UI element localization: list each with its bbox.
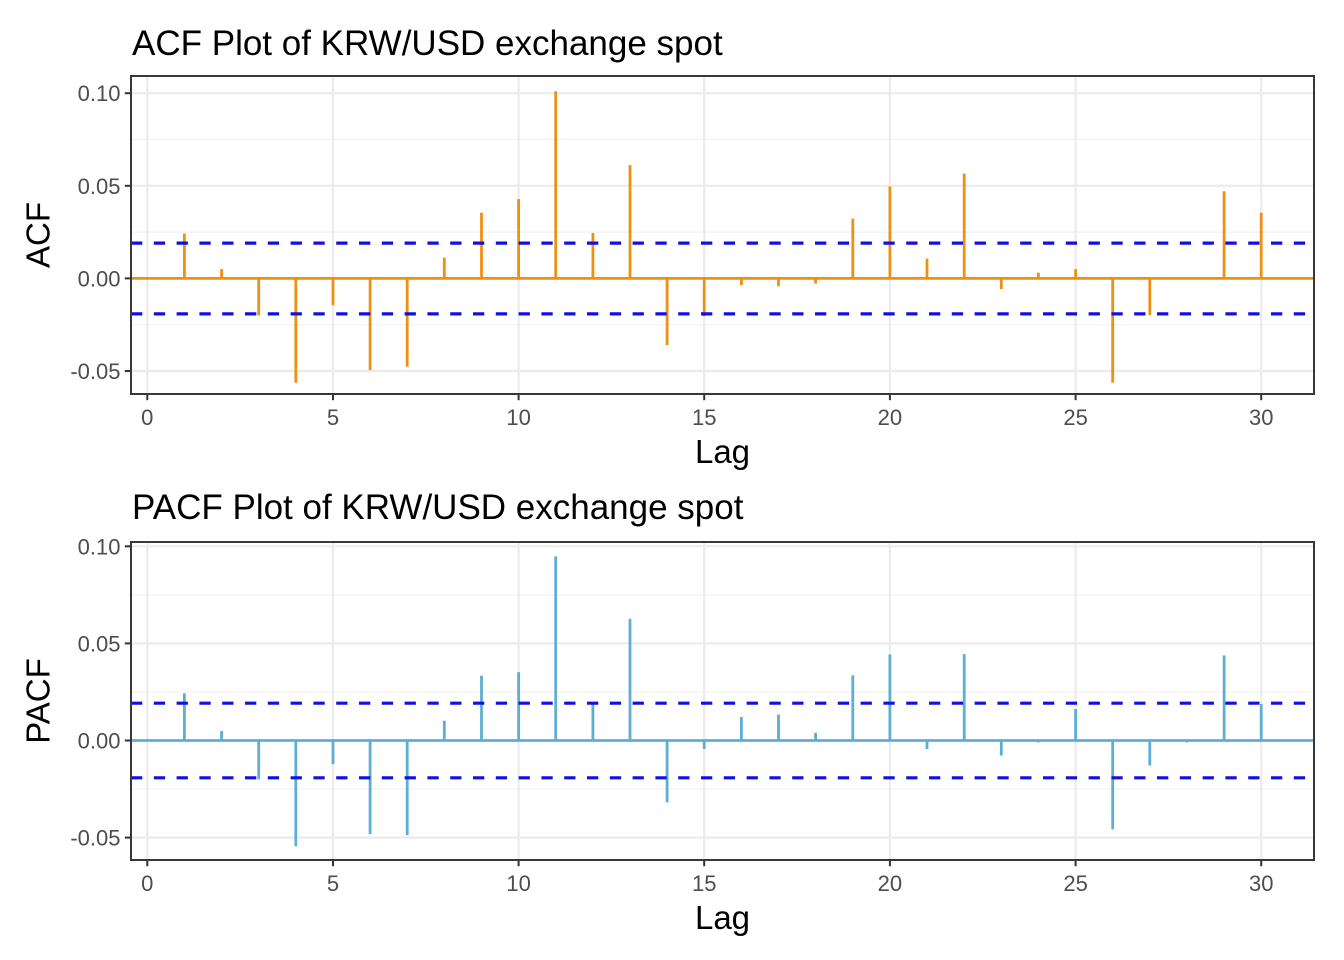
svg-text:5: 5 xyxy=(327,405,339,430)
svg-text:0.05: 0.05 xyxy=(78,631,121,656)
svg-text:20: 20 xyxy=(878,871,902,896)
svg-text:30: 30 xyxy=(1249,871,1273,896)
svg-text:0.00: 0.00 xyxy=(78,729,121,754)
svg-text:ACF Plot of KRW/USD exchange s: ACF Plot of KRW/USD exchange spot xyxy=(132,24,723,63)
svg-text:0.10: 0.10 xyxy=(78,81,121,106)
svg-text:0.10: 0.10 xyxy=(78,534,121,559)
svg-text:30: 30 xyxy=(1249,405,1273,430)
svg-text:Lag: Lag xyxy=(695,433,750,470)
svg-text:-0.05: -0.05 xyxy=(70,359,120,384)
svg-text:0.05: 0.05 xyxy=(78,174,121,199)
svg-text:0: 0 xyxy=(141,871,153,896)
svg-text:PACF Plot of KRW/USD exchange: PACF Plot of KRW/USD exchange spot xyxy=(132,488,744,527)
svg-text:ACF: ACF xyxy=(20,202,57,268)
svg-text:0.00: 0.00 xyxy=(78,266,121,291)
svg-text:10: 10 xyxy=(506,871,530,896)
svg-text:15: 15 xyxy=(692,871,716,896)
svg-text:25: 25 xyxy=(1063,405,1087,430)
svg-text:20: 20 xyxy=(878,405,902,430)
svg-text:Lag: Lag xyxy=(695,899,750,936)
svg-text:5: 5 xyxy=(327,871,339,896)
svg-text:10: 10 xyxy=(506,405,530,430)
svg-text:PACF: PACF xyxy=(20,658,57,744)
svg-text:25: 25 xyxy=(1063,871,1087,896)
svg-text:-0.05: -0.05 xyxy=(70,826,120,851)
svg-text:0: 0 xyxy=(141,405,153,430)
svg-text:15: 15 xyxy=(692,405,716,430)
